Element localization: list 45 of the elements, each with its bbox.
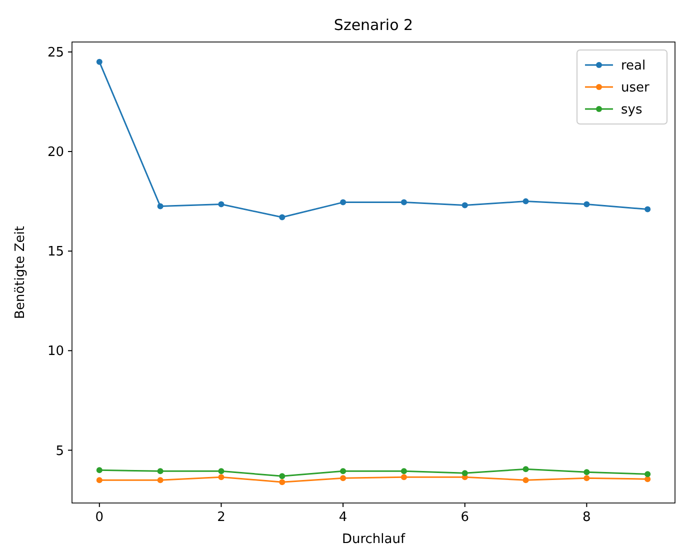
point bbox=[96, 467, 102, 474]
y-axis-title: Benötigte Zeit bbox=[13, 226, 28, 319]
point bbox=[279, 479, 286, 486]
x-axis-title: Durchlauf bbox=[342, 532, 406, 547]
x-tick-label: 6 bbox=[460, 510, 470, 525]
point bbox=[584, 475, 590, 482]
point bbox=[584, 201, 590, 208]
point bbox=[218, 468, 224, 474]
point bbox=[157, 468, 164, 474]
point bbox=[400, 468, 407, 474]
point bbox=[644, 476, 651, 482]
y-tick-label: 10 bbox=[47, 344, 64, 360]
point bbox=[157, 477, 164, 484]
point bbox=[400, 474, 407, 480]
point bbox=[279, 473, 286, 480]
x-tick-label: 8 bbox=[582, 510, 591, 525]
y-tick-label: 20 bbox=[47, 145, 64, 160]
point bbox=[522, 466, 529, 472]
point bbox=[644, 471, 651, 478]
point bbox=[340, 199, 346, 206]
point bbox=[644, 206, 651, 212]
point bbox=[157, 203, 164, 210]
legend-label: real bbox=[621, 58, 646, 74]
legend-label: sys bbox=[621, 102, 642, 118]
x-tick-label: 0 bbox=[95, 510, 104, 525]
point bbox=[218, 201, 224, 208]
point bbox=[96, 477, 102, 484]
y-tick-label: 15 bbox=[47, 244, 64, 260]
x-tick-label: 2 bbox=[217, 510, 226, 525]
legend-label: user bbox=[621, 80, 650, 96]
y-tick-label: 5 bbox=[56, 444, 64, 459]
chart-title: Szenario 2 bbox=[334, 16, 414, 34]
point bbox=[400, 199, 407, 206]
point bbox=[340, 475, 346, 482]
point bbox=[279, 214, 286, 220]
point bbox=[462, 470, 468, 476]
point bbox=[522, 477, 529, 484]
point bbox=[522, 198, 529, 204]
point bbox=[96, 58, 102, 65]
y-tick-label: 25 bbox=[47, 46, 64, 61]
point bbox=[462, 202, 468, 208]
x-tick-label: 4 bbox=[338, 510, 348, 525]
point bbox=[340, 468, 346, 474]
point bbox=[218, 474, 224, 480]
point bbox=[584, 469, 590, 476]
